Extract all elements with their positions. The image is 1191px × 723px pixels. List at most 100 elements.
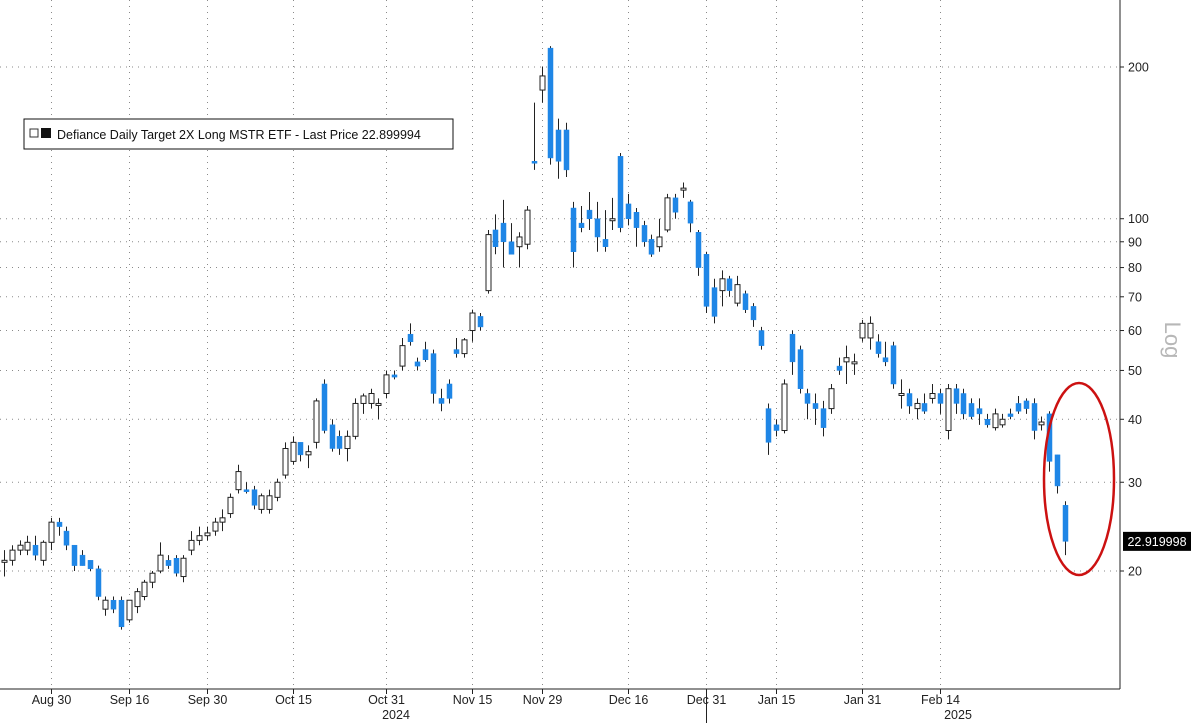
candle xyxy=(1015,395,1022,414)
candle-body-up xyxy=(898,393,905,396)
y-tick-label: 50 xyxy=(1128,364,1142,378)
candle-body-down xyxy=(563,129,570,171)
candle xyxy=(953,383,960,414)
legend-swatch-icon xyxy=(41,128,51,138)
candle-body-up xyxy=(48,521,55,543)
candle xyxy=(859,319,866,342)
candle xyxy=(804,388,811,420)
candle-body-up xyxy=(313,400,320,443)
candle xyxy=(212,517,219,536)
candle-body-down xyxy=(1015,403,1022,412)
candle xyxy=(1038,416,1045,431)
candle-body-down xyxy=(110,599,117,610)
candle-body-down xyxy=(750,306,757,321)
y-tick-label: 60 xyxy=(1128,324,1142,338)
candle xyxy=(492,214,499,255)
candle xyxy=(134,588,141,614)
candle-body-up xyxy=(149,572,156,583)
candle xyxy=(149,571,156,589)
candle-body-down xyxy=(173,557,180,574)
candle xyxy=(656,218,663,252)
candle xyxy=(828,383,835,414)
candle-body-down xyxy=(243,489,250,492)
candle xyxy=(290,436,297,465)
candle-body-down xyxy=(812,403,819,409)
candle-body-down xyxy=(648,239,655,255)
candle-body-up xyxy=(843,357,850,363)
candle-body-down xyxy=(968,403,975,417)
candle-body-up xyxy=(539,75,546,91)
candle xyxy=(797,345,804,394)
candle-body-down xyxy=(165,560,172,566)
candle-body-up xyxy=(274,481,281,498)
candle xyxy=(812,393,819,425)
candle-body-up xyxy=(781,383,788,432)
candle-body-up xyxy=(375,402,382,406)
candle xyxy=(734,275,741,307)
y-tick-label: 80 xyxy=(1128,261,1142,275)
candle xyxy=(1023,398,1030,414)
year-label-2025: 2025 xyxy=(944,708,972,722)
candle xyxy=(446,379,453,404)
candle xyxy=(960,388,967,420)
candle xyxy=(461,337,468,358)
candle-body-up xyxy=(17,544,24,551)
candle-body-down xyxy=(555,129,562,162)
candle-body-down xyxy=(1031,403,1038,431)
candle-body-down xyxy=(492,229,499,247)
candle xyxy=(1031,398,1038,440)
y-axis-ticks: 20 30 40 50 60 70 80 90 100 200 xyxy=(1120,61,1149,579)
candle xyxy=(500,199,507,268)
candle-body-down xyxy=(625,203,632,219)
x-tick-label: Oct 15 xyxy=(275,693,312,707)
candle xyxy=(141,579,148,601)
candle-body-down xyxy=(937,393,944,404)
candle xyxy=(399,337,406,371)
candle-body-down xyxy=(789,333,796,363)
candle xyxy=(773,419,780,437)
candle xyxy=(71,544,78,571)
candle xyxy=(921,393,928,414)
year-label-2024: 2024 xyxy=(382,708,410,722)
candle-body-down xyxy=(251,489,258,506)
candle-body-down xyxy=(87,560,94,570)
candle-body-up xyxy=(134,591,141,608)
candle-body-down xyxy=(804,393,811,404)
y-tick-label: 100 xyxy=(1128,212,1149,226)
x-tick-label: Aug 30 xyxy=(32,693,72,707)
candle xyxy=(243,482,250,494)
candle-body-up xyxy=(212,521,219,532)
candle xyxy=(157,542,164,574)
x-tick-label: Dec 16 xyxy=(609,693,649,707)
candle-body-down xyxy=(414,361,421,367)
candle xyxy=(890,341,897,389)
x-tick-label: Jan 31 xyxy=(844,693,882,707)
candle xyxy=(945,383,952,440)
candle-body-up xyxy=(157,554,164,572)
candle xyxy=(274,478,281,502)
candle xyxy=(469,309,476,342)
candle xyxy=(703,251,710,314)
candle-body-down xyxy=(430,353,437,394)
candle-body-up xyxy=(656,236,663,248)
candle xyxy=(992,408,999,431)
x-tick-label: Nov 15 xyxy=(453,693,493,707)
candle-body-down xyxy=(633,211,640,228)
candle xyxy=(180,555,187,583)
candle xyxy=(453,337,460,358)
candle-body-up xyxy=(929,393,936,399)
candle-body-down xyxy=(32,544,39,556)
y-tick-label: 90 xyxy=(1128,235,1142,249)
candle-body-down xyxy=(742,293,749,310)
candle-body-down xyxy=(602,239,609,247)
candle xyxy=(360,393,367,414)
candle xyxy=(313,398,320,449)
candle xyxy=(648,234,655,257)
candle xyxy=(999,413,1006,428)
candle-body-down xyxy=(71,544,78,566)
candle-body-down xyxy=(984,419,991,426)
candle-body-down xyxy=(407,333,414,343)
y-tick-label: 70 xyxy=(1128,290,1142,304)
candle-body-down xyxy=(890,345,897,385)
candle xyxy=(17,540,24,556)
